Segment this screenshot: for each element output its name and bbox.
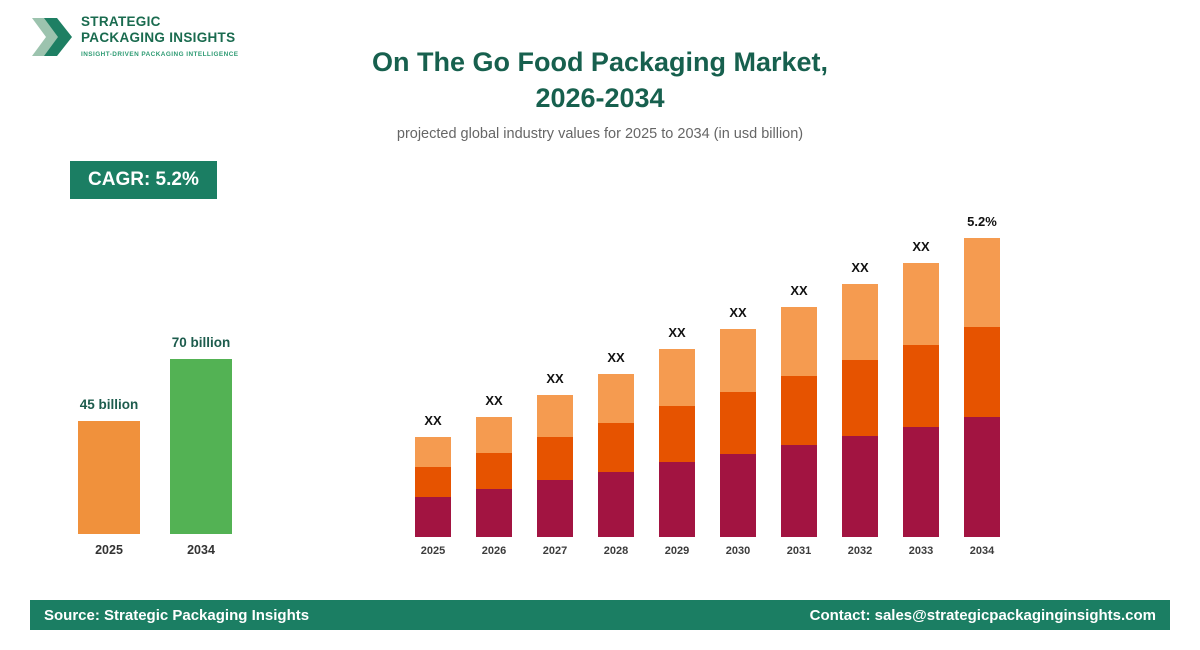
bar-stack xyxy=(659,349,695,537)
x-axis-label: 2025 xyxy=(420,545,446,557)
x-axis-label: 2033 xyxy=(908,545,934,557)
x-axis-label: 2028 xyxy=(603,545,629,557)
page-title-line2: 2026-2034 xyxy=(535,83,665,114)
bar-segment-bottom xyxy=(659,462,695,537)
mini-x-axis-label: 2034 xyxy=(187,543,215,557)
bar-value-label: XX xyxy=(546,371,564,386)
cagr-badge: CAGR: 5.2% xyxy=(70,161,217,199)
bar-segment-middle xyxy=(720,392,756,454)
bar-segment-middle xyxy=(659,406,695,462)
bar-segment-middle xyxy=(903,345,939,427)
x-axis-label: 2027 xyxy=(542,545,568,557)
bar-segment-middle xyxy=(964,327,1000,417)
bar-stack xyxy=(842,284,878,537)
bar-segment-middle xyxy=(415,467,451,497)
title-block: On The Go Food Packaging Market, 2026-20… xyxy=(0,44,1200,142)
bar-column: XX 2031 xyxy=(781,283,817,557)
x-axis-label: 2032 xyxy=(847,545,873,557)
bar-value-label: XX xyxy=(912,239,930,254)
bar-segment-middle xyxy=(476,453,512,489)
bar-segment-middle xyxy=(781,376,817,445)
stacked-bar-chart: XX 2025 XX 2026 XX 2027 XX 2028 XX 2029 XX 2030 XX 20… xyxy=(415,214,1000,557)
bar-stack xyxy=(903,263,939,537)
bar-segment-bottom xyxy=(903,427,939,537)
x-axis-label: 2029 xyxy=(664,545,690,557)
footer-contact: Contact: sales@strategicpackaginginsight… xyxy=(809,606,1156,624)
bar-value-label: XX xyxy=(607,350,625,365)
bar-segment-bottom xyxy=(415,497,451,537)
mini-bar-chart: 45 billion 2025 70 billion 2034 xyxy=(78,335,232,557)
mini-bar-column: 45 billion 2025 xyxy=(78,397,140,557)
bar-value-label: 5.2% xyxy=(967,214,997,229)
brand-name-line1: STRATEGIC xyxy=(81,14,161,29)
bar-segment-middle xyxy=(537,437,573,480)
bar-segment-middle xyxy=(842,360,878,436)
bar-column: XX 2032 xyxy=(842,260,878,557)
mini-bar-column: 70 billion 2034 xyxy=(170,335,232,557)
bar-value-label: XX xyxy=(729,305,747,320)
bar-value-label: XX xyxy=(668,325,686,340)
page-title-line1: On The Go Food Packaging Market, xyxy=(371,47,829,77)
bar-column: XX 2029 xyxy=(659,325,695,557)
mini-bar-value-label: 45 billion xyxy=(79,397,139,412)
bar-column: XX 2028 xyxy=(598,350,634,557)
bar-segment-bottom xyxy=(781,445,817,537)
bar-segment-bottom xyxy=(598,472,634,537)
bar-stack xyxy=(964,238,1000,537)
bar-stack xyxy=(537,395,573,537)
bar-stack xyxy=(476,417,512,537)
bar-segment-top xyxy=(842,284,878,360)
bar-stack xyxy=(781,307,817,537)
x-axis-label: 2034 xyxy=(969,545,995,557)
bar-segment-top xyxy=(476,417,512,453)
bar-column: XX 2027 xyxy=(537,371,573,557)
bar-segment-top xyxy=(964,238,1000,327)
brand-name-line2: PACKAGING INSIGHTS xyxy=(81,30,236,46)
bar-segment-top xyxy=(415,437,451,467)
footer-source: Source: Strategic Packaging Insights xyxy=(44,606,310,624)
logo: STRATEGIC PACKAGING INSIGHTS INSIGHT-DRI… xyxy=(32,14,239,60)
x-axis-label: 2031 xyxy=(786,545,812,557)
footer-bar: Source: Strategic Packaging Insights Con… xyxy=(30,600,1170,630)
bar-stack xyxy=(415,437,451,537)
bar-segment-bottom xyxy=(537,480,573,537)
bar-segment-bottom xyxy=(964,417,1000,537)
mini-x-axis-label: 2025 xyxy=(95,543,123,557)
bar-segment-top xyxy=(537,395,573,437)
bar-segment-top xyxy=(598,374,634,423)
brand-tagline: INSIGHT-DRIVEN PACKAGING INTELLIGENCE xyxy=(81,51,239,59)
bar-stack xyxy=(720,329,756,537)
mini-bar xyxy=(78,421,140,534)
bar-stack xyxy=(598,374,634,537)
x-axis-label: 2026 xyxy=(481,545,507,557)
bar-segment-top xyxy=(720,329,756,392)
mini-bar xyxy=(170,359,232,534)
bar-value-label: XX xyxy=(424,413,442,428)
bar-segment-bottom xyxy=(842,436,878,537)
bar-value-label: XX xyxy=(790,283,808,298)
bar-value-label: XX xyxy=(851,260,869,275)
bar-column: XX 2026 xyxy=(476,393,512,557)
bar-segment-middle xyxy=(598,423,634,472)
bar-segment-bottom xyxy=(476,489,512,537)
bar-value-label: XX xyxy=(485,393,503,408)
bar-column: XX 2033 xyxy=(903,239,939,557)
mini-bar-value-label: 70 billion xyxy=(171,335,231,350)
x-axis-label: 2030 xyxy=(725,545,751,557)
page-subtitle: projected global industry values for 202… xyxy=(396,125,804,142)
bar-segment-top xyxy=(659,349,695,406)
bar-column: 5.2% 2034 xyxy=(964,214,1000,557)
bar-column: XX 2025 xyxy=(415,413,451,557)
bar-segment-top xyxy=(903,263,939,345)
bar-segment-bottom xyxy=(720,454,756,537)
logo-text: STRATEGIC PACKAGING INSIGHTS INSIGHT-DRI… xyxy=(81,14,239,58)
bar-segment-top xyxy=(781,307,817,376)
bar-column: XX 2030 xyxy=(720,305,756,557)
logo-chevrons-icon xyxy=(32,18,72,56)
